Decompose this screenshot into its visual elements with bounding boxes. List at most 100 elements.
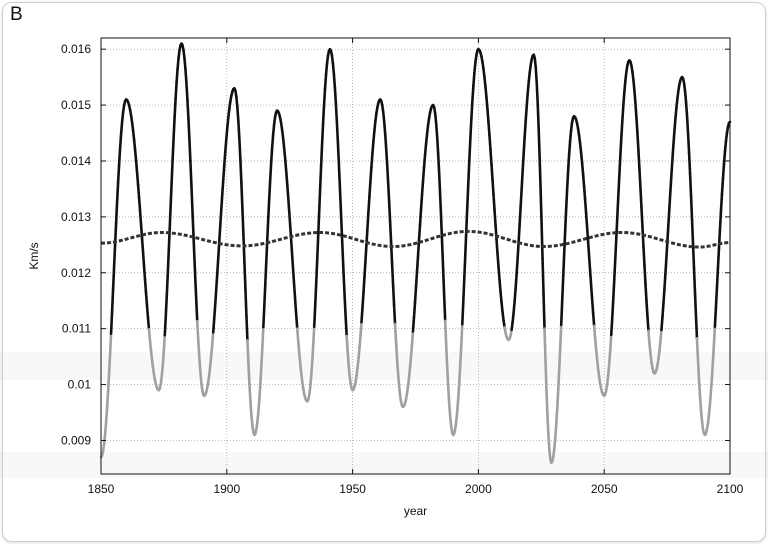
series-1-segment xyxy=(612,258,617,282)
series-1-segment xyxy=(580,161,585,176)
series-1-segment xyxy=(631,70,635,82)
series-1-segment xyxy=(212,303,217,321)
series-1-segment xyxy=(135,170,140,186)
series-1-segment xyxy=(558,323,563,349)
series-1-segment xyxy=(293,299,298,317)
series-1-segment xyxy=(648,342,652,356)
series-1-segment xyxy=(544,359,548,392)
series-1-segment xyxy=(386,181,391,204)
series-1-segment xyxy=(311,325,316,347)
series-1-segment xyxy=(555,388,560,410)
series-1-segment xyxy=(266,196,271,220)
series-1-segment xyxy=(363,259,367,279)
series-1-segment xyxy=(285,182,290,199)
series-1-segment xyxy=(382,120,387,136)
series-1-segment xyxy=(298,362,303,375)
series-1-segment xyxy=(397,383,402,396)
series-1-segment xyxy=(665,240,669,260)
y-tick-label: 0.015 xyxy=(61,98,91,112)
y-tick-label: 0.012 xyxy=(61,266,91,280)
series-1-segment xyxy=(614,216,619,240)
series-1-segment xyxy=(492,193,496,211)
series-1-segment xyxy=(346,350,350,367)
series-1-segment xyxy=(659,328,663,343)
series-1-segment xyxy=(185,81,189,101)
series-1-segment xyxy=(499,290,503,304)
series-1-segment xyxy=(695,336,700,361)
series-1-segment xyxy=(458,344,463,367)
series-1-segment xyxy=(407,366,412,380)
series-1-segment xyxy=(623,79,627,94)
series-1-segment xyxy=(690,218,695,246)
series-1-segment xyxy=(321,103,326,126)
series-1-segment xyxy=(361,291,365,310)
series-1-segment xyxy=(257,397,261,413)
series-1-segment xyxy=(339,206,344,233)
series-1-segment xyxy=(268,160,273,181)
series-1-segment xyxy=(360,306,364,324)
series-1-segment xyxy=(244,287,248,317)
series-1-segment xyxy=(316,211,321,239)
series-1-segment xyxy=(384,146,389,166)
series-1-segment xyxy=(633,88,637,105)
series-1-segment xyxy=(140,236,145,254)
y-tick-label: 0.016 xyxy=(61,42,91,56)
series-1-segment xyxy=(415,254,420,274)
series-1-segment xyxy=(593,336,598,351)
series-1-segment xyxy=(642,244,646,267)
series-1-segment xyxy=(615,195,620,219)
series-1-segment xyxy=(671,145,675,163)
series-1-segment xyxy=(520,169,524,190)
series-1-segment xyxy=(393,322,398,344)
series-1-segment xyxy=(364,243,368,263)
series-1-segment xyxy=(392,303,397,326)
series-1-segment xyxy=(484,85,488,99)
series-1-segment xyxy=(489,148,493,166)
series-1-segment xyxy=(622,91,626,108)
series-1-segment xyxy=(130,121,135,132)
series-1-segment xyxy=(237,120,241,141)
x-tick-label: 1900 xyxy=(213,482,240,496)
series-1-segment xyxy=(448,415,453,429)
series-1-segment xyxy=(637,148,641,170)
series-1-segment xyxy=(720,177,725,196)
series-1-segment xyxy=(521,151,525,172)
series-1-segment xyxy=(388,220,393,245)
series-1-segment xyxy=(264,260,268,286)
series-1-segment xyxy=(437,171,442,197)
series-1-segment xyxy=(538,155,542,191)
series-1-segment xyxy=(522,135,526,155)
series-1-segment xyxy=(240,181,244,210)
series-1-segment xyxy=(256,409,260,423)
series-1-segment xyxy=(468,137,472,162)
series-1-segment xyxy=(194,299,199,323)
series-1-segment xyxy=(318,164,323,191)
series-1-segment xyxy=(423,142,428,157)
series-1-segment xyxy=(663,272,667,291)
series-1-segment xyxy=(368,180,372,199)
y-tick-label: 0.013 xyxy=(61,210,91,224)
series-1-segment xyxy=(166,250,171,277)
series-1-segment xyxy=(591,311,596,328)
series-1-segment xyxy=(554,406,559,426)
series-1-segment xyxy=(708,391,713,407)
series-1-segment xyxy=(671,131,676,148)
series-1-segment xyxy=(519,187,523,208)
series-1-segment xyxy=(546,413,550,437)
series-1-segment xyxy=(490,163,494,181)
series-1-segment xyxy=(643,263,647,285)
series-1-segment xyxy=(694,314,699,340)
series-1-segment xyxy=(390,262,395,286)
series-1-segment xyxy=(391,283,396,306)
series-1-segment xyxy=(217,224,222,244)
y-tick-label: 0.009 xyxy=(61,433,91,447)
series-1-segment xyxy=(443,319,448,347)
series-1-segment xyxy=(412,301,417,319)
series-1-segment xyxy=(501,310,505,322)
series-1-segment xyxy=(588,269,593,287)
series-1-segment xyxy=(636,131,640,152)
series-1-segment xyxy=(188,137,192,162)
series-1-segment xyxy=(585,225,590,243)
series-1-segment xyxy=(669,175,673,194)
